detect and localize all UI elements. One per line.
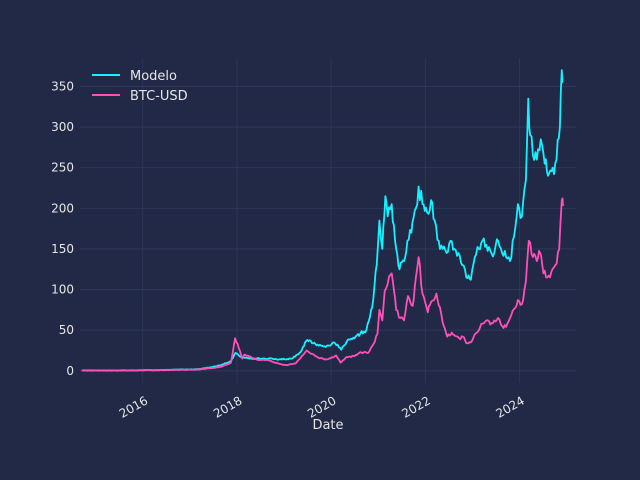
- legend: Modelo BTC-USD: [92, 69, 188, 104]
- y-tick-label: 250: [51, 161, 74, 175]
- x-axis-label: Date: [312, 418, 343, 433]
- legend-label: Modelo: [130, 69, 177, 84]
- series-group: [81, 69, 564, 372]
- y-tick-label: 0: [66, 364, 74, 378]
- y-tick-label: 50: [59, 323, 74, 337]
- y-tick-label: 100: [51, 283, 74, 297]
- series-line-btc-usd: [81, 197, 564, 372]
- legend-label: BTC-USD: [130, 89, 188, 104]
- grid: [80, 58, 576, 383]
- y-tick-label: 350: [51, 79, 74, 93]
- y-tick-label: 300: [51, 120, 74, 134]
- y-tick-label: 200: [51, 201, 74, 215]
- y-tick-label: 150: [51, 242, 74, 256]
- y-axis-ticks: 0 50 100 150 200 250 300 350: [51, 79, 74, 377]
